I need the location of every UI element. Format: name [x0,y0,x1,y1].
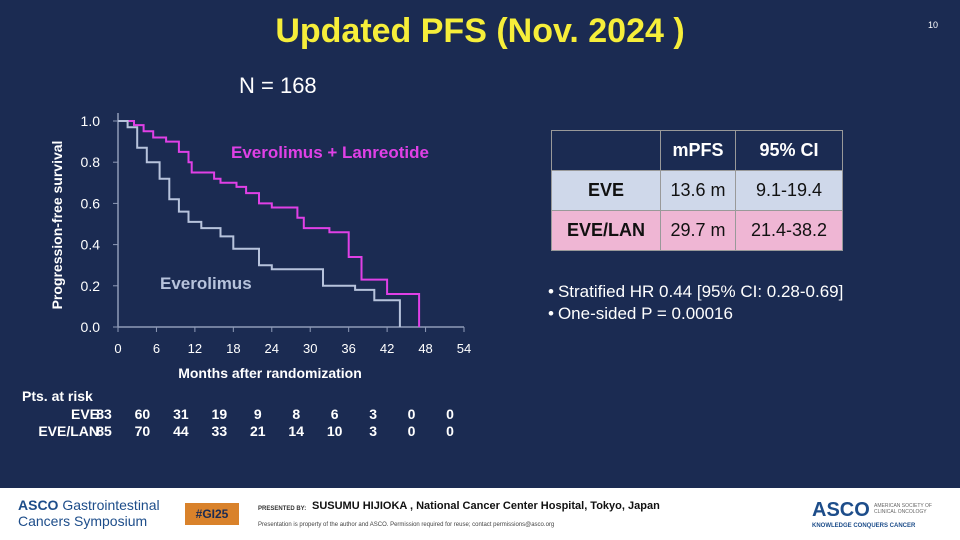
presented-by-label: PRESENTED BY: [258,506,307,512]
bullet-pvalue: One-sided P = 0.00016 [548,303,843,325]
risk-value: 33 [211,423,228,439]
copyright-note: Presentation is property of the author a… [258,522,555,528]
footer: ASCO Gastrointestinal Cancers Symposium … [0,488,960,540]
series-label-eve-lan: Everolimus + Lanreotide [231,143,429,162]
risk-value: 19 [211,406,228,422]
x-tick-label: 6 [153,341,160,356]
mpfs-cell-mpfs: 13.6 m [660,170,736,211]
risk-value: 85 [96,423,112,439]
risk-value: 0 [407,423,416,439]
chart-curves [118,120,421,327]
risk-value: 6 [330,406,339,422]
risk-value: 0 [446,406,454,422]
mpfs-header-mpfs: mPFS [660,130,736,171]
mpfs-table: mPFS 95% CI EVE 13.6 m 9.1-19.4 EVE/LAN … [551,130,843,251]
risk-value: 44 [173,423,189,439]
x-tick-label: 48 [418,341,432,356]
y-tick-label: 1.0 [81,113,101,129]
mpfs-row-label: EVE/LAN [551,210,661,251]
mpfs-cell-mpfs: 29.7 m [660,210,736,251]
mpfs-header-ci: 95% CI [735,130,843,171]
x-tick-label: 54 [457,341,471,356]
series-label-eve: Everolimus [160,274,252,293]
x-axis-label: Months after randomization [178,365,362,381]
hashtag-badge: #GI25 [185,503,239,525]
mpfs-row-label: EVE [551,170,661,211]
symposium-logo-line2: Cancers Symposium [18,513,148,529]
mpfs-header-blank [551,130,661,171]
y-tick-label: 0.0 [81,319,101,335]
series-line-eve-lan [118,120,421,327]
y-tick-label: 0.8 [81,154,101,170]
slide-title: Updated PFS (Nov. 2024 ) [275,12,685,50]
risk-value: 14 [288,423,304,439]
symposium-logo: ASCO Gastrointestinal Cancers Symposium [18,497,160,529]
risk-value: 10 [326,423,343,439]
symposium-logo-line1: Gastrointestinal [58,497,160,513]
risk-row-label: EVE/LAN [38,423,99,439]
risk-value: 8 [292,406,301,422]
presenter-name: SUSUMU HIJIOKA , National Cancer Center … [312,500,660,512]
mpfs-cell-ci: 9.1-19.4 [735,170,843,211]
x-tick-label: 0 [114,341,121,356]
risk-value: 31 [173,406,189,422]
slide-number: 10 [927,20,938,30]
risk-value: 0 [446,423,454,439]
x-tick-label: 18 [226,341,240,356]
risk-table-title: Pts. at risk [22,388,93,404]
risk-value: 83 [96,406,112,422]
risk-value: 70 [134,423,151,439]
bullet-hr: Stratified HR 0.44 [95% CI: 0.28-0.69] [548,281,843,303]
series-line-eve [118,120,401,327]
risk-value: 21 [249,423,266,439]
sample-size-label: N = 168 [239,73,317,98]
y-tick-label: 0.6 [81,195,101,211]
asco-logo-text: ASCO [812,499,870,521]
risk-row-label: EVE [70,406,99,422]
x-tick-label: 42 [380,341,394,356]
kaplan-meier-chart: 0 6 12 18 24 30 36 42 48 54 0.0 0.2 0.4 0.6 0.8 1.0 Pro… [49,113,471,381]
risk-value: 60 [134,406,151,422]
chart-axes: 0 6 12 18 24 30 36 42 48 54 0.0 0.2 0.4 0.6 0.8 1.0 [81,113,471,356]
y-tick-label: 0.2 [81,278,101,294]
risk-value: 3 [369,423,377,439]
x-tick-label: 24 [265,341,279,356]
mpfs-cell-ci: 21.4-38.2 [735,210,843,251]
risk-value: 0 [407,406,416,422]
asco-logo: ASCO AMERICAN SOCIETY OF CLINICAL ONCOLO… [812,499,932,529]
y-tick-label: 0.4 [81,237,101,253]
slide: Updated PFS (Nov. 2024 ) 10 N = 168 0 6 12… [0,0,960,488]
results-bullets: Stratified HR 0.44 [95% CI: 0.28-0.69] O… [548,281,843,325]
x-tick-label: 36 [341,341,355,356]
risk-value: 3 [369,406,377,422]
asco-tagline: KNOWLEDGE CONQUERS CANCER [812,523,916,529]
x-tick-label: 30 [303,341,317,356]
y-axis-label: Progression-free survival [49,141,65,310]
symposium-logo-brand: ASCO [18,497,59,513]
risk-value: 9 [253,406,262,422]
x-tick-label: 12 [188,341,202,356]
asco-logo-subtitle: AMERICAN SOCIETY OF CLINICAL ONCOLOGY [874,503,932,515]
